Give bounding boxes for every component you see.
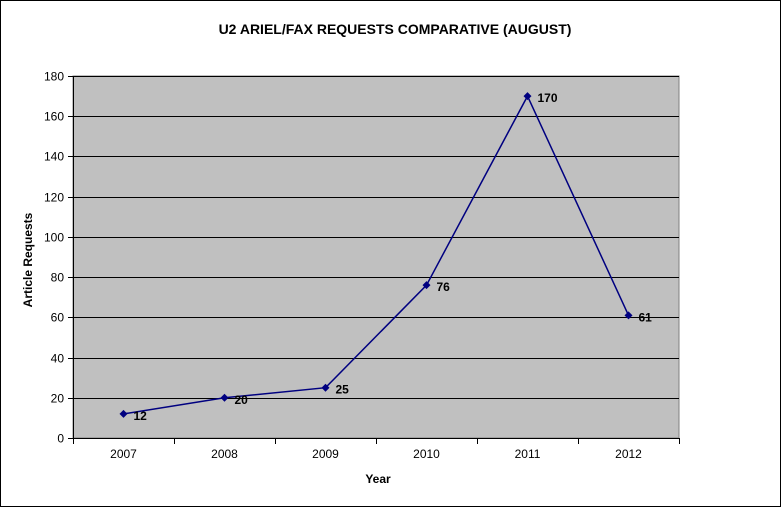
data-label-2012: 61 <box>639 310 653 324</box>
data-point-2009 <box>321 383 330 392</box>
x-tick-labels: 2007 2008 2009 2010 2011 2012 <box>110 447 642 461</box>
y-tick-label-160: 160 <box>44 110 64 124</box>
data-point-2010 <box>422 281 431 290</box>
y-tick-label-0: 0 <box>57 432 64 446</box>
data-point-2012 <box>624 311 633 320</box>
x-tick-label-2011: 2011 <box>515 447 541 461</box>
y-tick-label-20: 20 <box>51 392 65 406</box>
data-labels: 12 20 25 76 170 61 <box>134 91 653 423</box>
y-tick-label-120: 120 <box>44 191 64 205</box>
y-tick-label-180: 180 <box>44 70 64 84</box>
data-label-2007: 12 <box>134 409 148 423</box>
y-tick-label-100: 100 <box>44 231 64 245</box>
x-axis-title: Year <box>365 472 391 486</box>
data-point-2008 <box>220 393 229 402</box>
x-tick-label-2008: 2008 <box>211 447 238 461</box>
data-series <box>119 92 633 418</box>
y-tick-labels: 0 20 40 60 80 100 120 140 160 180 <box>44 70 64 446</box>
data-label-2009: 25 <box>336 383 350 397</box>
data-point-2007 <box>119 409 128 418</box>
plot-area <box>72 75 680 439</box>
data-label-2011: 170 <box>538 91 558 105</box>
y-tick-label-60: 60 <box>51 311 65 325</box>
x-tick-label-2009: 2009 <box>312 447 339 461</box>
y-tick-label-40: 40 <box>51 352 65 366</box>
x-tick-label-2012: 2012 <box>615 447 642 461</box>
x-tick-label-2007: 2007 <box>110 447 137 461</box>
gridlines <box>73 76 679 399</box>
axes <box>68 76 680 444</box>
data-label-2010: 76 <box>437 280 451 294</box>
y-axis-title: Article Requests <box>21 212 35 307</box>
data-point-2011 <box>523 92 532 101</box>
series-line-0 <box>123 94 630 415</box>
x-tick-label-2010: 2010 <box>413 447 440 461</box>
y-tick-label-140: 140 <box>44 150 64 164</box>
data-label-2008: 20 <box>235 393 249 407</box>
chart-title: U2 ARIEL/FAX REQUESTS COMPARATIVE (AUGUS… <box>219 21 572 37</box>
y-tick-label-80: 80 <box>51 271 65 285</box>
